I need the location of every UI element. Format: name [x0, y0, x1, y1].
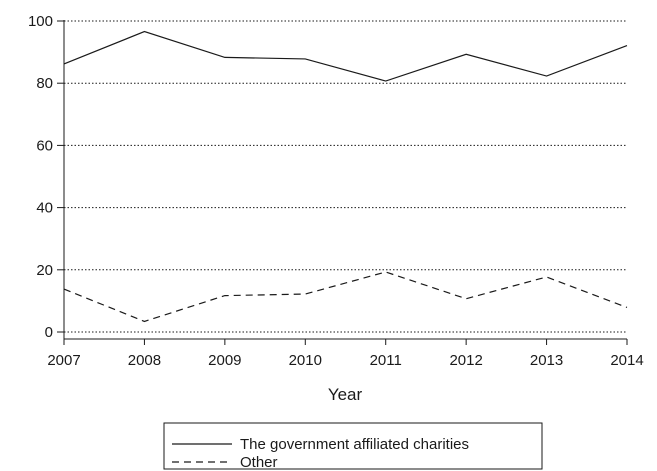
data-point: [384, 79, 388, 83]
series-line-government-affiliated: [63, 30, 628, 82]
legend-label: The government affiliated charities: [240, 436, 469, 453]
series-lines: [62, 30, 629, 323]
axes: [57, 20, 628, 345]
data-point: [384, 270, 388, 274]
data-point: [625, 305, 629, 309]
y-tick-label: 0: [45, 324, 53, 341]
data-point: [62, 62, 66, 66]
data-point: [464, 52, 468, 56]
y-tick-label: 80: [36, 75, 53, 92]
data-point: [464, 297, 468, 301]
x-tick-label: 2013: [530, 352, 563, 369]
y-tick-label: 20: [36, 262, 53, 279]
data-point: [223, 55, 227, 59]
gridlines: [64, 20, 627, 333]
data-point: [142, 30, 146, 34]
x-axis-title: Year: [328, 385, 363, 404]
data-point: [223, 294, 227, 298]
data-point: [625, 44, 629, 48]
legend-label: Other: [240, 454, 278, 471]
y-tick-label: 40: [36, 200, 53, 217]
data-point: [545, 74, 549, 78]
legend-box: [163, 422, 543, 470]
data-point: [142, 319, 146, 323]
data-point: [303, 292, 307, 296]
y-tick-label: 100: [28, 13, 53, 30]
x-tick-label: 2012: [449, 352, 482, 369]
x-tick-label: 2011: [370, 352, 402, 369]
data-point: [303, 57, 307, 61]
x-tick-label: 2014: [610, 352, 643, 369]
y-tick-labels: 0 20 40 60 80 100: [28, 13, 53, 341]
x-tick-labels: 2007 2008 2009 2010 2011 2012 2013 2014: [47, 352, 643, 369]
data-point: [545, 275, 549, 279]
series-line-other: [63, 271, 628, 323]
x-tick-label: 2007: [47, 352, 80, 369]
y-tick-label: 60: [36, 137, 53, 154]
x-tick-label: 2009: [208, 352, 241, 369]
x-tick-label: 2008: [128, 352, 161, 369]
data-point: [62, 287, 66, 291]
x-tick-label: 2010: [289, 352, 322, 369]
